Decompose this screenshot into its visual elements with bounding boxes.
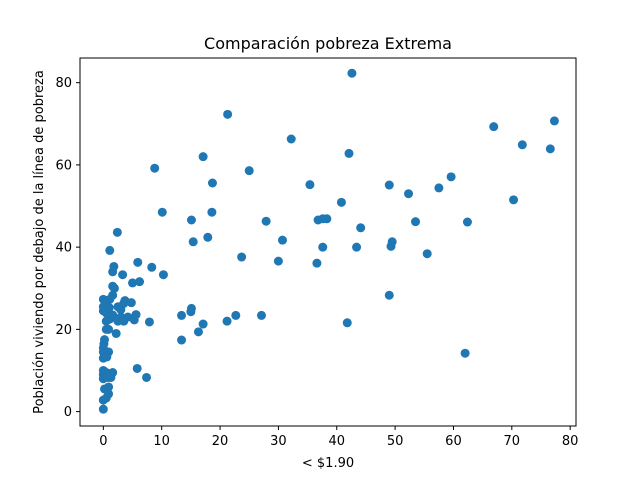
y-tick-label: 20: [55, 323, 72, 338]
data-point: [549, 116, 559, 126]
data-point: [460, 348, 470, 358]
data-point: [231, 310, 241, 320]
data-point: [312, 258, 322, 268]
y-tick-label: 80: [55, 76, 72, 91]
y-tick-label: 60: [55, 158, 72, 173]
x-tick-label: 60: [445, 434, 462, 449]
data-point: [104, 324, 114, 334]
data-point: [104, 347, 114, 357]
x-tick-label: 20: [212, 434, 229, 449]
data-point: [273, 256, 283, 266]
data-point: [193, 327, 203, 337]
data-point: [462, 217, 472, 227]
data-point: [305, 180, 315, 190]
data-point: [177, 310, 187, 320]
data-point: [100, 335, 110, 345]
data-point: [509, 195, 519, 205]
data-point: [177, 335, 187, 345]
data-point: [286, 134, 296, 144]
data-point: [223, 109, 233, 119]
data-point: [188, 237, 198, 247]
data-point: [150, 163, 160, 173]
x-axis-label: < $1.90: [302, 456, 354, 471]
data-point: [111, 328, 121, 338]
data-point: [112, 227, 122, 237]
data-point: [434, 183, 444, 193]
data-point: [108, 290, 118, 300]
data-point: [517, 140, 527, 150]
data-point: [203, 232, 213, 242]
data-point: [104, 389, 114, 399]
data-point: [347, 68, 357, 78]
data-point: [132, 363, 142, 373]
data-point: [109, 261, 119, 271]
data-point: [384, 290, 394, 300]
x-tick-label: 50: [387, 434, 404, 449]
x-tick-label: 10: [153, 434, 170, 449]
data-point: [133, 257, 143, 267]
data-point: [356, 223, 366, 233]
x-tick-label: 70: [504, 434, 521, 449]
data-point: [186, 303, 196, 313]
data-point: [207, 207, 217, 217]
data-point: [384, 180, 394, 190]
data-point: [318, 242, 328, 252]
data-point: [135, 277, 145, 287]
x-tick-label: 0: [99, 434, 107, 449]
data-point: [404, 189, 414, 199]
data-point: [158, 270, 168, 280]
data-point: [198, 152, 208, 162]
data-point: [387, 237, 397, 247]
data-point: [261, 216, 271, 226]
data-point: [336, 197, 346, 207]
data-point: [207, 178, 217, 188]
plot-frame: [79, 57, 577, 427]
data-point: [322, 214, 332, 224]
y-axis: 0 20 40 60 80: [55, 76, 80, 420]
data-point: [411, 217, 421, 227]
y-axis-label: Población viviendo por debajo de la líne…: [32, 70, 47, 414]
y-tick-label: 0: [64, 405, 72, 420]
points-layer: [98, 68, 559, 414]
data-point: [545, 144, 555, 154]
data-point: [131, 310, 141, 320]
data-point: [104, 303, 114, 313]
data-point: [446, 172, 456, 182]
data-point: [198, 319, 208, 329]
data-point: [119, 316, 129, 326]
y-tick-label: 40: [55, 241, 72, 256]
chart-title: Comparación pobreza Extrema: [204, 34, 452, 53]
data-point: [142, 372, 152, 382]
data-point: [98, 404, 108, 414]
x-tick-label: 80: [562, 434, 579, 449]
data-point: [108, 281, 118, 291]
data-point: [144, 317, 154, 327]
x-axis: 0 10 20 30 40 50 60 70 80: [99, 426, 578, 449]
data-point: [244, 166, 254, 176]
data-point: [147, 262, 157, 272]
x-tick-label: 30: [270, 434, 287, 449]
data-point: [352, 242, 362, 252]
data-point: [489, 122, 499, 132]
data-point: [277, 235, 287, 245]
data-point: [222, 316, 232, 326]
data-point: [157, 207, 167, 217]
data-point: [186, 215, 196, 225]
data-point: [105, 245, 115, 255]
data-point: [126, 298, 136, 308]
data-point: [103, 372, 113, 382]
data-point: [104, 382, 114, 392]
data-point: [344, 148, 354, 158]
data-point: [422, 249, 432, 259]
data-point: [118, 270, 128, 280]
data-point: [237, 252, 247, 262]
data-point: [128, 278, 138, 288]
data-point: [342, 318, 352, 328]
data-point: [256, 310, 266, 320]
x-tick-label: 40: [328, 434, 345, 449]
